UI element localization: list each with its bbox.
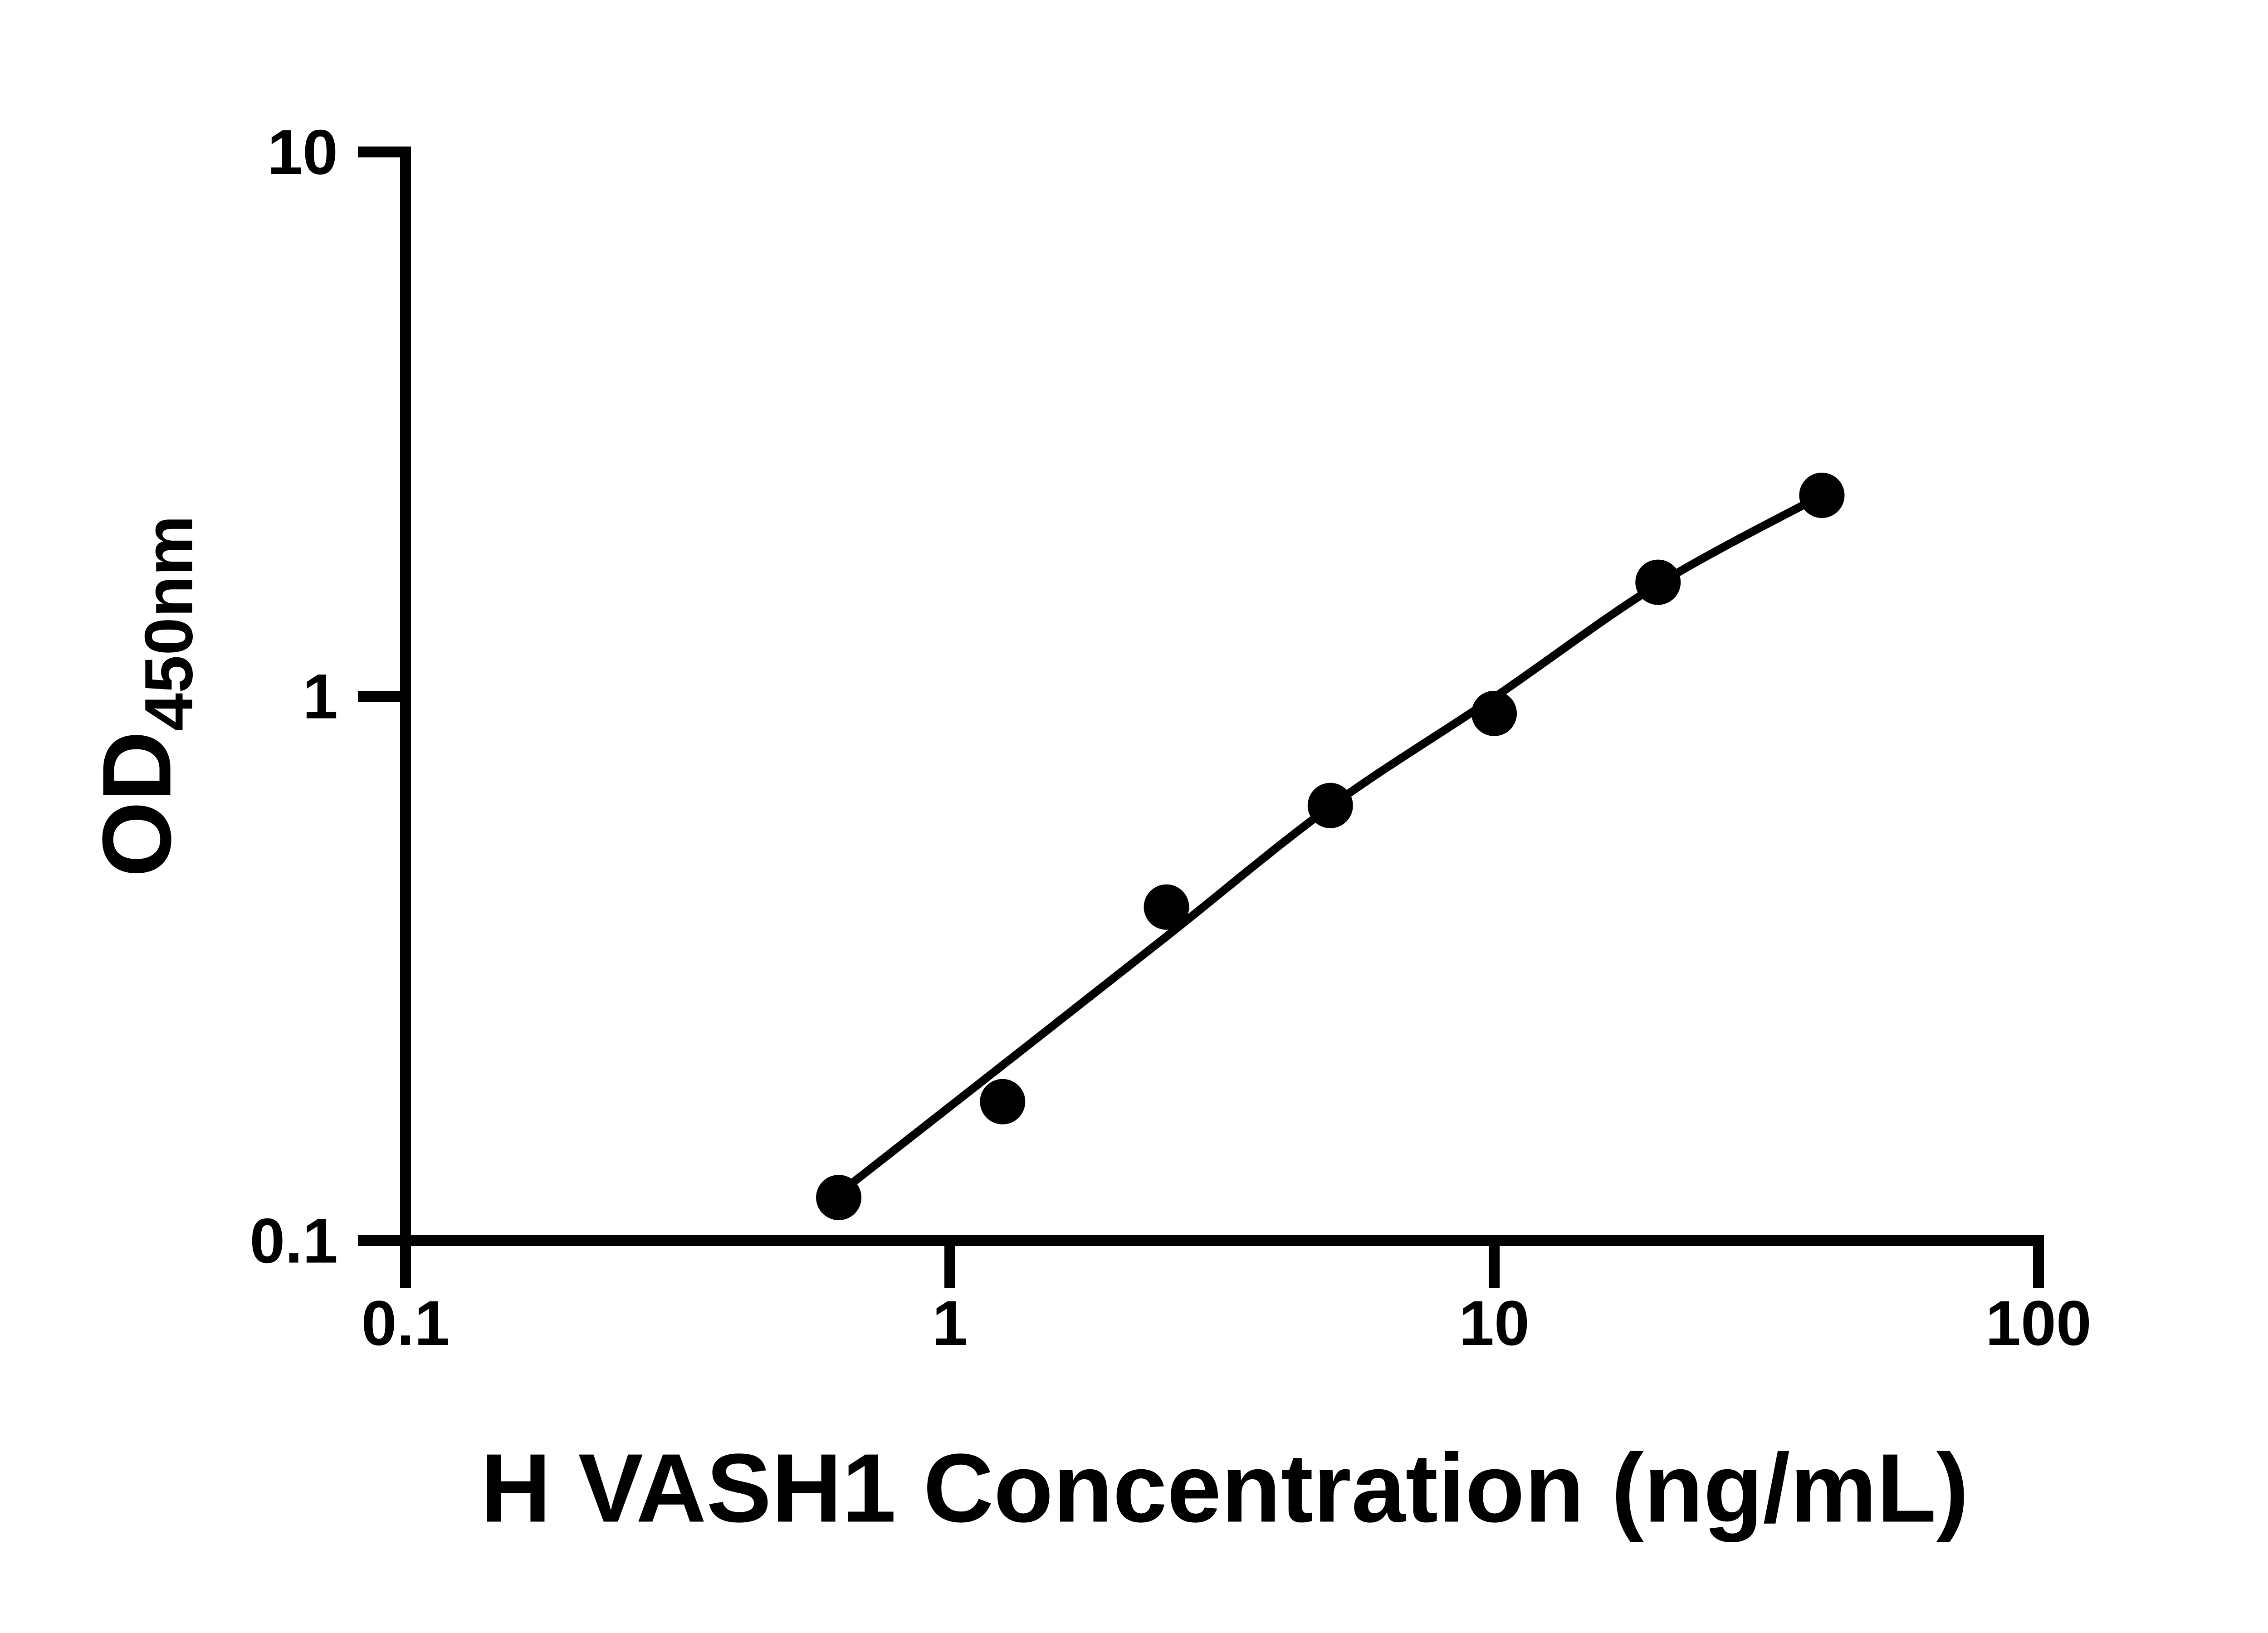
data-point [1144,884,1189,930]
data-point [1799,472,1845,518]
x-tick-label: 100 [1985,1287,2092,1359]
x-tick-label: 10 [1459,1287,1530,1359]
data-point [1471,690,1517,736]
data-point [816,1174,862,1220]
data-point [1307,782,1353,828]
y-tick-label: 1 [303,661,338,732]
y-tick-label: 10 [267,117,338,188]
x-tick-label: 0.1 [362,1287,450,1359]
data-point [1635,559,1681,605]
y-axis-title-subscript: 450nm [130,515,207,731]
y-axis-title-main: OD [82,731,191,877]
y-axis-title: OD450nm [82,515,207,877]
y-tick-label: 0.1 [249,1205,338,1276]
x-tick-label: 1 [932,1287,968,1359]
x-axis-title: H VASH1 Concentration (ng/mL) [480,1433,1969,1543]
data-point [980,1079,1026,1125]
